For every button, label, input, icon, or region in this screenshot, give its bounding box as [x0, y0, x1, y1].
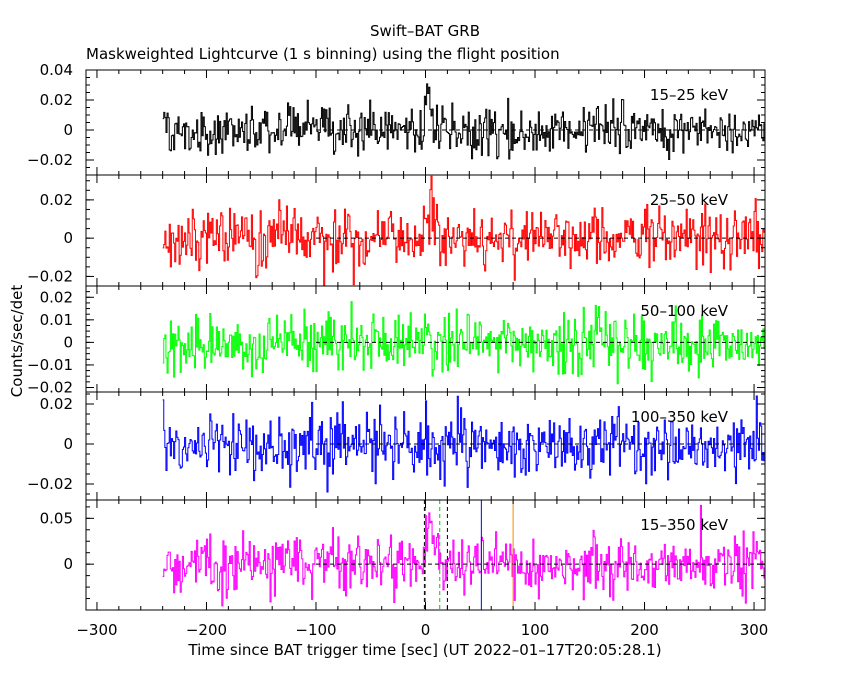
x-tick-label: 300: [740, 621, 769, 639]
y-tick-label: −0.01: [27, 356, 73, 374]
y-tick-label: 0: [63, 229, 73, 247]
panel-3: −0.02 −0.01 0 0.01 0.02 50–100 keV: [27, 285, 766, 396]
y-tick-label: 0.05: [40, 509, 73, 527]
series-label-1: 15–25 keV: [650, 86, 729, 104]
panel-2: −0.02 0 0.02 25–50 keV: [27, 174, 766, 287]
x-tick-label: 100: [521, 621, 550, 639]
chart-title: Swift–BAT GRB: [370, 22, 480, 40]
y-tick-label: 0.04: [40, 61, 73, 79]
y-tick-label: −0.02: [27, 267, 73, 285]
series-label-3: 50–100 keV: [640, 302, 728, 320]
x-tick-label: −300: [76, 621, 117, 639]
series-line-5: [162, 504, 765, 607]
y-axis-label: Counts/sec/det: [8, 285, 26, 398]
series-label-5: 15–350 keV: [640, 516, 728, 534]
series-label-2: 25–50 keV: [650, 191, 729, 209]
y-tick-label: −0.02: [27, 151, 73, 169]
y-tick-label: −0.02: [27, 475, 73, 493]
y-tick-label: 0.02: [40, 91, 73, 109]
y-tick-label: 0.02: [40, 288, 73, 306]
panels: −0.02 0 0.02 0.04 15–25 keV −0.02 0 0.02 25–50 k…: [27, 61, 768, 639]
x-axis-label: Time since BAT trigger time [sec] (UT 20…: [187, 641, 661, 659]
panel-4: −0.02 0 0.02 100–350 keV: [27, 391, 766, 501]
y-tick-label: 0.02: [40, 395, 73, 413]
x-tick-label: 0: [421, 621, 431, 639]
y-tick-label: 0: [63, 555, 73, 573]
y-tick-label: −0.02: [27, 378, 73, 396]
x-tick-label: −100: [295, 621, 336, 639]
y-tick-label: 0.02: [40, 191, 73, 209]
series-line-4: [162, 395, 765, 493]
y-tick-label: 0: [63, 435, 73, 453]
panel-5: 0 0.05 15–350 keV: [40, 499, 766, 611]
x-tick-label: −200: [186, 621, 227, 639]
y-tick-label: 0: [63, 121, 73, 139]
y-tick-label: 0.01: [40, 311, 73, 329]
chart-subtitle: Maskweighted Lightcurve (1 s binning) us…: [86, 45, 560, 63]
y-tick-label: 0: [63, 333, 73, 351]
series-line-1: [162, 83, 765, 160]
series-line-2: [162, 175, 765, 286]
series-label-4: 100–350 keV: [631, 408, 729, 426]
x-tick-label: 200: [630, 621, 659, 639]
panel-1: −0.02 0 0.02 0.04 15–25 keV: [27, 61, 766, 176]
